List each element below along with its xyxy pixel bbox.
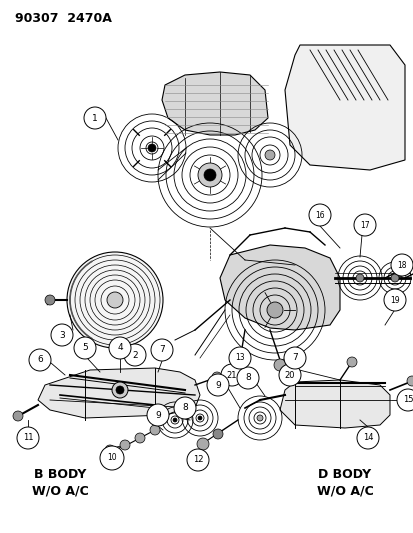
Circle shape [355, 274, 363, 282]
Circle shape [84, 107, 106, 129]
Circle shape [256, 415, 262, 421]
Text: 14: 14 [362, 433, 373, 442]
Circle shape [206, 374, 228, 396]
Circle shape [353, 214, 375, 236]
Circle shape [124, 344, 146, 366]
Circle shape [151, 339, 173, 361]
Circle shape [230, 359, 242, 371]
Text: 17: 17 [359, 221, 369, 230]
Circle shape [147, 404, 169, 426]
Circle shape [264, 150, 274, 160]
Circle shape [211, 372, 221, 382]
Circle shape [390, 254, 412, 276]
Circle shape [383, 289, 405, 311]
Circle shape [212, 429, 223, 439]
Text: 7: 7 [292, 353, 297, 362]
Text: 20: 20 [284, 370, 294, 379]
Circle shape [273, 359, 285, 371]
Circle shape [67, 252, 163, 348]
Circle shape [197, 163, 221, 187]
Circle shape [74, 337, 96, 359]
Circle shape [147, 144, 156, 152]
Circle shape [29, 349, 51, 371]
Text: 3: 3 [59, 330, 65, 340]
Circle shape [356, 427, 378, 449]
Circle shape [221, 364, 242, 386]
Circle shape [17, 427, 39, 449]
Circle shape [228, 347, 250, 369]
Circle shape [116, 386, 124, 394]
Text: 4: 4 [117, 343, 123, 352]
Circle shape [150, 425, 159, 435]
Circle shape [401, 261, 411, 271]
Polygon shape [279, 380, 389, 428]
Circle shape [396, 389, 413, 411]
Text: 9: 9 [155, 410, 161, 419]
Text: 12: 12 [192, 456, 203, 464]
Circle shape [112, 382, 128, 398]
Text: 13: 13 [235, 353, 244, 362]
Text: 6: 6 [37, 356, 43, 365]
Text: 16: 16 [314, 211, 324, 220]
Text: 90307  2470A: 90307 2470A [15, 12, 112, 25]
Text: 9: 9 [215, 381, 221, 390]
Circle shape [204, 169, 216, 181]
Circle shape [51, 324, 73, 346]
Circle shape [278, 364, 300, 386]
Text: 5: 5 [82, 343, 88, 352]
Circle shape [13, 411, 23, 421]
Polygon shape [38, 368, 199, 418]
Text: 18: 18 [396, 261, 406, 270]
Polygon shape [284, 45, 404, 170]
Text: 15: 15 [402, 395, 412, 405]
Text: 2: 2 [132, 351, 138, 359]
Circle shape [105, 445, 115, 455]
Circle shape [236, 367, 259, 389]
Text: D BODY
W/O A/C: D BODY W/O A/C [316, 468, 373, 498]
Text: 8: 8 [244, 374, 250, 383]
Text: 1: 1 [92, 114, 97, 123]
Circle shape [45, 295, 55, 305]
Circle shape [135, 433, 145, 443]
Text: B BODY
W/O A/C: B BODY W/O A/C [31, 468, 88, 498]
Polygon shape [219, 245, 339, 330]
Text: 21: 21 [226, 370, 237, 379]
Circle shape [406, 376, 413, 386]
Circle shape [266, 302, 282, 318]
Circle shape [100, 446, 124, 470]
Circle shape [173, 418, 177, 422]
Text: 8: 8 [182, 403, 188, 413]
Text: 7: 7 [159, 345, 164, 354]
Circle shape [109, 337, 131, 359]
Polygon shape [161, 72, 267, 135]
Circle shape [308, 204, 330, 226]
Circle shape [197, 438, 209, 450]
Text: 19: 19 [389, 295, 399, 304]
Circle shape [197, 416, 202, 420]
Text: 10: 10 [107, 454, 116, 463]
Circle shape [283, 347, 305, 369]
Circle shape [390, 274, 398, 282]
Circle shape [187, 449, 209, 471]
Circle shape [120, 440, 130, 450]
Circle shape [173, 397, 195, 419]
Text: 11: 11 [23, 433, 33, 442]
Circle shape [346, 357, 356, 367]
Circle shape [107, 292, 123, 308]
